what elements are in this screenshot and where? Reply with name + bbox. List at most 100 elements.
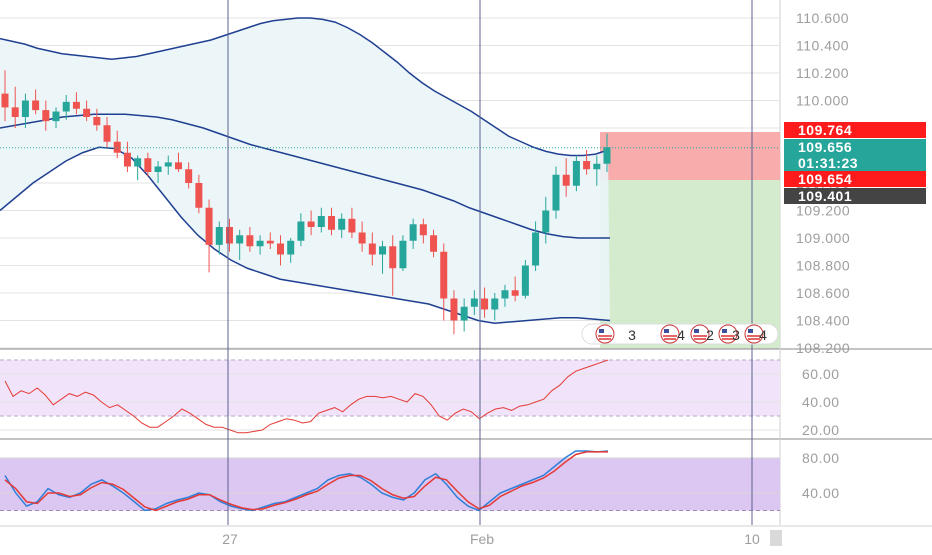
us-flag-icon[interactable] (718, 324, 738, 344)
candle-body (470, 298, 478, 307)
time-scale-handle[interactable] (770, 530, 782, 546)
us-flag-icon[interactable] (744, 324, 764, 344)
candle[interactable] (409, 218, 417, 249)
time-axis-label: Feb (470, 531, 494, 547)
candle[interactable] (246, 227, 254, 252)
candle[interactable] (470, 290, 478, 315)
candle[interactable] (491, 293, 499, 321)
time-axis (0, 526, 932, 550)
candle[interactable] (266, 232, 274, 250)
candle[interactable] (583, 150, 591, 175)
candle[interactable] (562, 158, 570, 197)
candle-body (552, 174, 560, 211)
candle[interactable] (532, 221, 540, 272)
candle[interactable] (256, 235, 264, 255)
candle[interactable] (236, 229, 244, 260)
entry-badge-text: 109.654 (798, 171, 852, 187)
candle[interactable] (52, 107, 60, 128)
candle[interactable] (297, 213, 305, 247)
event-markers[interactable]: 3 4 2 3 4 (581, 323, 779, 345)
candle[interactable] (123, 141, 131, 172)
candle[interactable] (481, 287, 489, 318)
candle-body (134, 158, 142, 167)
rsi-axis-label: 60.00 (802, 366, 840, 382)
candle[interactable] (450, 290, 458, 335)
candle[interactable] (419, 218, 427, 244)
candle[interactable] (144, 152, 152, 177)
candle-body (123, 152, 131, 167)
candle-body (501, 290, 509, 299)
candle-body (430, 235, 438, 252)
candle[interactable] (603, 133, 611, 173)
candle[interactable] (389, 235, 397, 296)
stop-loss-badge[interactable]: 109.764 (784, 122, 926, 138)
candle[interactable] (164, 155, 172, 175)
price-axis-label: 109.000 (796, 230, 850, 246)
candle[interactable] (134, 155, 142, 181)
us-flag-icon[interactable] (690, 324, 710, 344)
candle[interactable] (307, 210, 315, 236)
candle[interactable] (154, 161, 162, 183)
candle[interactable] (379, 240, 387, 274)
candle[interactable] (460, 298, 468, 332)
candle[interactable] (11, 86, 19, 128)
candle-body (409, 224, 417, 241)
candle-body (32, 100, 40, 111)
candle[interactable] (62, 95, 70, 120)
take-profit-zone[interactable] (600, 180, 780, 348)
candle[interactable] (93, 108, 101, 131)
candle[interactable] (358, 221, 366, 252)
candle[interactable] (42, 100, 50, 131)
candle[interactable] (21, 93, 29, 128)
candle[interactable] (225, 218, 233, 252)
candle[interactable] (440, 243, 448, 321)
candle[interactable] (174, 152, 182, 172)
us-flag-icon[interactable] (660, 324, 680, 344)
candle[interactable] (215, 221, 223, 255)
candle[interactable] (348, 207, 356, 238)
candle[interactable] (113, 130, 121, 159)
candle-body (21, 100, 29, 117)
candle[interactable] (287, 238, 295, 263)
candle-body (1, 93, 9, 108)
candle[interactable] (276, 235, 284, 266)
candle[interactable] (501, 284, 509, 307)
bollinger-fill (0, 18, 610, 324)
candle[interactable] (430, 229, 438, 258)
candle[interactable] (317, 207, 325, 233)
candle[interactable] (593, 155, 601, 186)
candle-body (307, 221, 315, 227)
rsi-line (4, 359, 609, 434)
candle[interactable] (338, 213, 346, 238)
stop-loss-zone[interactable] (600, 132, 780, 180)
candle[interactable] (83, 100, 91, 122)
candle[interactable] (511, 276, 519, 302)
candle[interactable] (521, 260, 529, 299)
candle[interactable] (195, 174, 203, 214)
last-price-badge[interactable]: 109.656 (784, 139, 926, 155)
us-flag-icon[interactable] (595, 324, 615, 344)
candle-body (358, 232, 366, 244)
candle[interactable] (185, 162, 193, 189)
price-axis-label: 108.400 (796, 313, 850, 329)
countdown-badge[interactable]: 01:31:23 (784, 155, 926, 171)
last-price-badge-bg (784, 139, 926, 155)
candle[interactable] (399, 235, 407, 271)
candle[interactable] (542, 196, 550, 244)
candle[interactable] (328, 207, 336, 236)
candle[interactable] (1, 70, 9, 122)
stoch-d-line (4, 451, 608, 512)
candle[interactable] (72, 92, 80, 115)
take-profit-badge[interactable]: 109.401 (784, 188, 926, 204)
candle-body (440, 251, 448, 299)
candle[interactable] (552, 166, 560, 219)
candle[interactable] (205, 199, 213, 273)
candle[interactable] (32, 89, 40, 115)
candle[interactable] (103, 117, 111, 148)
candle[interactable] (368, 232, 376, 266)
candle[interactable] (572, 155, 580, 192)
bollinger-lower-line (0, 146, 611, 325)
entry-badge[interactable]: 109.654 (784, 171, 926, 187)
